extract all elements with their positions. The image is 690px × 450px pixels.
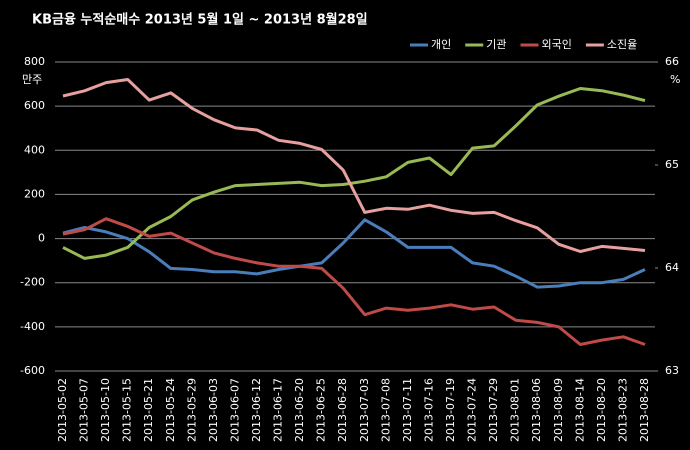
x-tick-label: 2013-08-01 [509,378,522,442]
y-tick-label: 800 [24,55,45,68]
y-tick-label: -600 [20,364,45,377]
y2-tick-label: 66 [665,55,679,68]
x-tick-label: 2013-07-16 [422,378,435,442]
x-tick-label: 2013-08-09 [552,378,565,442]
y-tick-label: 0 [38,232,45,245]
series-line [62,87,646,260]
chart-title: KB금융 누적순매수 2013년 5월 1일 ~ 2013년 8월28일 [32,12,368,28]
series-line [62,217,646,346]
legend-label: 외국인 [542,38,572,51]
x-tick-label: 2013-05-21 [142,378,155,442]
legend-label: 개인 [431,38,451,51]
x-tick-label: 2013-07-19 [444,378,457,442]
series-line [62,78,646,253]
x-tick-label: 2013-05-02 [56,378,69,442]
x-tick-label: 2013-06-17 [272,378,285,442]
x-tick-label: 2013-05-15 [121,378,134,442]
x-tick-label: 2013-07-08 [379,378,392,442]
x-tick-label: 2013-08-23 [616,378,629,442]
x-tick-label: 2013-07-29 [487,378,500,442]
x-tick-label: 2013-05-07 [78,378,91,442]
x-tick-label: 2013-05-24 [164,378,177,442]
x-tick-label: 2013-08-06 [530,378,543,442]
y2-tick-label: 64 [665,261,679,274]
x-tick-label: 2013-06-28 [336,378,349,442]
x-tick-label: 2013-06-07 [228,378,241,442]
x-tick-label: 2013-06-12 [250,378,263,442]
legend-label: 기관 [486,38,506,51]
x-tick-label: 2013-06-25 [315,378,328,442]
y-tick-label: -400 [20,320,45,333]
x-tick-label: 2013-07-03 [358,378,371,442]
y-tick-label: 200 [24,187,45,200]
x-tick-label: 2013-06-20 [293,378,306,442]
y2-tick-label: 65 [665,158,679,171]
legend-label: 소진율 [607,38,637,51]
y-tick-label: 600 [24,99,45,112]
y-axis-label: 만주 [22,73,42,86]
x-tick-label: 2013-06-03 [207,378,220,442]
series-line [62,218,646,289]
y-tick-label: 400 [24,143,45,156]
x-tick-label: 2013-08-28 [638,378,651,442]
x-tick-label: 2013-07-11 [401,378,414,442]
x-tick-label: 2013-07-24 [466,378,479,442]
x-tick-label: 2013-05-29 [185,378,198,442]
x-tick-label: 2013-08-20 [595,378,608,442]
y2-tick-label: 63 [665,364,679,377]
y2-axis-label: % [670,73,680,86]
x-tick-label: 2013-08-14 [573,378,586,442]
y-tick-label: -200 [20,276,45,289]
x-tick-label: 2013-05-10 [99,378,112,442]
